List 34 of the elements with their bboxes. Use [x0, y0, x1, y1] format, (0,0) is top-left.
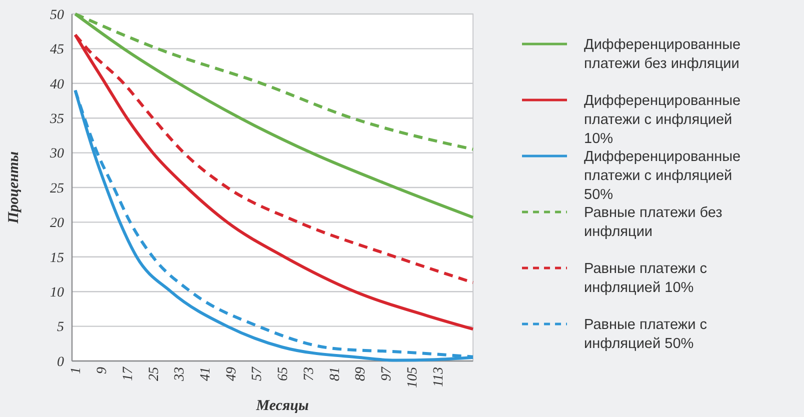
- x-tick-label: 17: [120, 366, 136, 381]
- x-tick-label: 57: [250, 366, 266, 381]
- x-axis-title: Месяцы: [255, 398, 309, 414]
- y-axis-title: Проценты: [6, 151, 22, 225]
- y-tick-label: 50: [50, 8, 64, 23]
- legend-label: Дифференцированные платежи с инфляцией 50%: [584, 149, 741, 203]
- x-tick-label: 73: [302, 367, 317, 381]
- x-tick-label: 105: [405, 367, 420, 388]
- x-tick-label: 41: [198, 367, 214, 381]
- y-tick-label: 10: [50, 286, 64, 300]
- y-tick-label: 45: [50, 42, 64, 58]
- y-tick-label: 40: [50, 77, 64, 92]
- x-tick-label: 97: [380, 366, 395, 381]
- y-tick-label: 30: [49, 146, 64, 162]
- y-tick-label: 15: [50, 250, 64, 266]
- x-tick-label: 1: [69, 367, 84, 374]
- y-tick-label: 20: [50, 216, 64, 232]
- x-tick-label: 65: [276, 367, 292, 381]
- x-tick-label: 9: [95, 367, 110, 374]
- y-tick-label: 0: [57, 354, 64, 370]
- legend-label: Дифференцированные платежи с инфляцией 10%: [584, 93, 741, 147]
- x-tick-label: 49: [224, 367, 240, 381]
- x-tick-label: 81: [328, 367, 343, 381]
- legend-label: Равные платежи с инфляцией 10%: [584, 261, 707, 296]
- legend-label: Равные платежи с инфляцией 50%: [584, 317, 707, 352]
- x-tick-label: 113: [431, 367, 446, 387]
- x-tick-label: 89: [354, 367, 369, 381]
- x-tick-label: 25: [146, 367, 162, 381]
- legend-label: Дифференцированные платежи без инфляции: [584, 37, 741, 72]
- x-tick-label: 33: [172, 367, 188, 382]
- y-tick-label: 25: [50, 181, 64, 196]
- legend-label: Равные платежи без инфляции: [584, 205, 723, 240]
- y-tick-label: 35: [49, 112, 64, 127]
- y-tick-label: 5: [57, 320, 64, 336]
